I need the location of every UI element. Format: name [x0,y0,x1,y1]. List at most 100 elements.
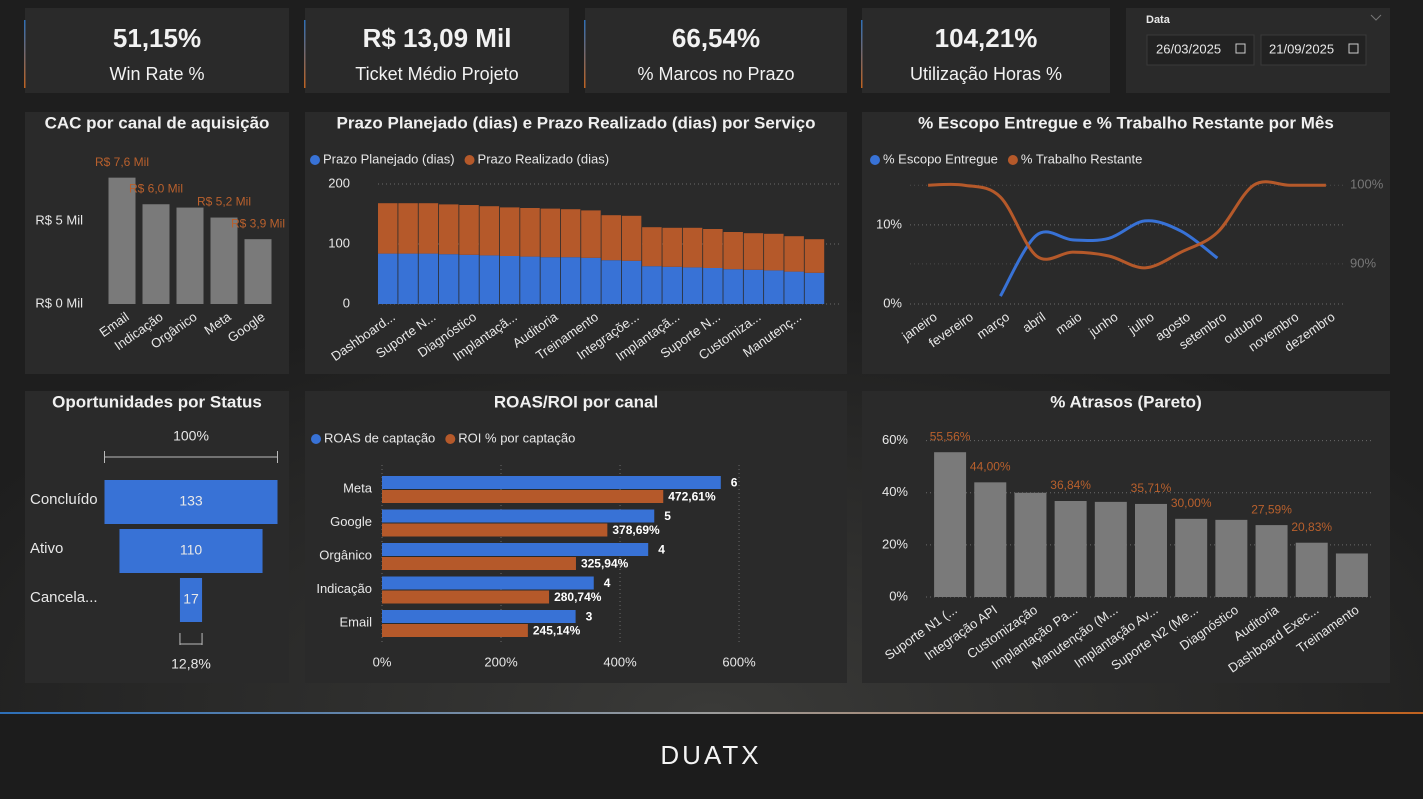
y-tick-label: 60% [882,432,908,447]
bar-segment [520,256,540,304]
kpi-accent [584,20,586,88]
bar-segment [621,215,642,261]
funnel-bar [179,578,203,622]
data-label: 6 [731,476,738,490]
kpi-value: 66,54% [672,23,760,53]
bar-segment [438,204,459,255]
data-label: R$ 6,0 Mil [129,181,183,195]
bar [1054,500,1087,597]
category-label: Meta [343,480,373,495]
category-label: Google [330,514,372,529]
line [999,219,1219,297]
legend-label: ROI % por captação [458,430,575,445]
kpi-accent [861,20,863,88]
bar-segment [378,203,398,254]
bar-segment [459,205,479,255]
bar [382,590,550,604]
calendar-icon[interactable] [1348,43,1359,54]
legend-swatch [464,155,475,165]
bar [210,217,238,304]
date-start[interactable]: 26/03/2025 [1156,41,1221,56]
legend-label: ROAS de captação [324,430,435,445]
legend-label: % Escopo Entregue [883,151,998,166]
y-tick-label: 0% [883,295,902,310]
chart-title: Prazo Planejado (dias) e Prazo Realizado… [337,113,816,132]
bar-segment [560,257,581,304]
y-tick-label: 40% [882,484,908,499]
x-tick-label: 600% [722,654,756,669]
bar [382,476,721,489]
data-label: R$ 3,9 Mil [231,216,285,230]
y-tick-label: 200 [328,175,350,190]
bar [1335,553,1368,597]
collapse-icon[interactable] [1370,14,1382,21]
bar [382,624,528,637]
data-label: 3 [586,610,593,624]
bar [142,204,170,304]
bar-segment [723,269,743,304]
bar [382,490,664,503]
kpi-card [305,8,569,93]
kpi-label: Utilização Horas % [910,64,1062,84]
bar-segment [784,236,804,272]
kpi-cards: 51,15% Win Rate % R$ 13,09 Mil Ticket Mé… [24,8,1110,93]
data-label: 472,61% [668,490,716,504]
bar [382,509,655,523]
kpi-accent [304,20,306,88]
bar-segment [784,271,804,304]
category-label: Email [339,614,372,629]
y-tick-label: 10% [876,216,902,231]
data-label: 378,69% [612,523,660,537]
data-label: 55,56% [930,429,971,443]
bar-segment [479,206,500,256]
calendar-icon[interactable] [1235,43,1246,54]
y2-tick-label: 100% [1350,177,1384,192]
bar-segment [601,260,622,304]
bar-segment [499,256,520,304]
legend-label: Prazo Planejado (dias) [323,151,455,166]
bar-segment [520,208,540,257]
kpi-label: Win Rate % [109,64,204,84]
legend-swatch [311,434,321,444]
funnel-bottom-label: 12,8% [171,656,211,672]
bar [108,177,136,304]
line [928,180,1326,270]
bracket [179,633,203,645]
bar [244,239,272,304]
chart-title: Oportunidades por Status [52,392,262,411]
filter-label: Data [1146,14,1171,26]
bar [1255,525,1288,597]
bar-segment [723,232,743,270]
legend-swatch [870,155,880,165]
kpi-card [862,8,1110,93]
chart-title: % Escopo Entregue e % Trabalho Restante … [918,113,1334,132]
data-label: 133 [179,493,203,509]
category-label: Orgânico [319,547,372,562]
y-tick-label: 20% [882,536,908,551]
bar-segment [764,270,784,304]
legend-swatch [445,434,456,444]
bar [382,523,608,537]
bar-segment [743,269,764,304]
kpi-value: 51,15% [113,23,201,53]
bar-segment [743,233,764,270]
bar [382,543,649,556]
bar-segment [540,208,561,258]
bar-segment [804,239,825,273]
bar-segment [398,203,418,254]
bar-segment [398,253,418,304]
bar-segment [601,215,622,261]
bar-segment [764,233,784,271]
data-label: 4 [604,576,611,590]
date-filter: Data 26/03/2025 21/09/2025 [1126,8,1390,93]
data-label: R$ 5,2 Mil [197,195,251,209]
data-label: 4 [658,543,665,557]
bar-segment [682,267,703,304]
x-tick-label: 200% [484,654,518,669]
chart-panel [862,112,1390,374]
date-end[interactable]: 21/09/2025 [1269,41,1334,56]
data-label: 280,74% [554,590,602,604]
bar-segment [499,207,520,256]
bar [382,557,576,570]
